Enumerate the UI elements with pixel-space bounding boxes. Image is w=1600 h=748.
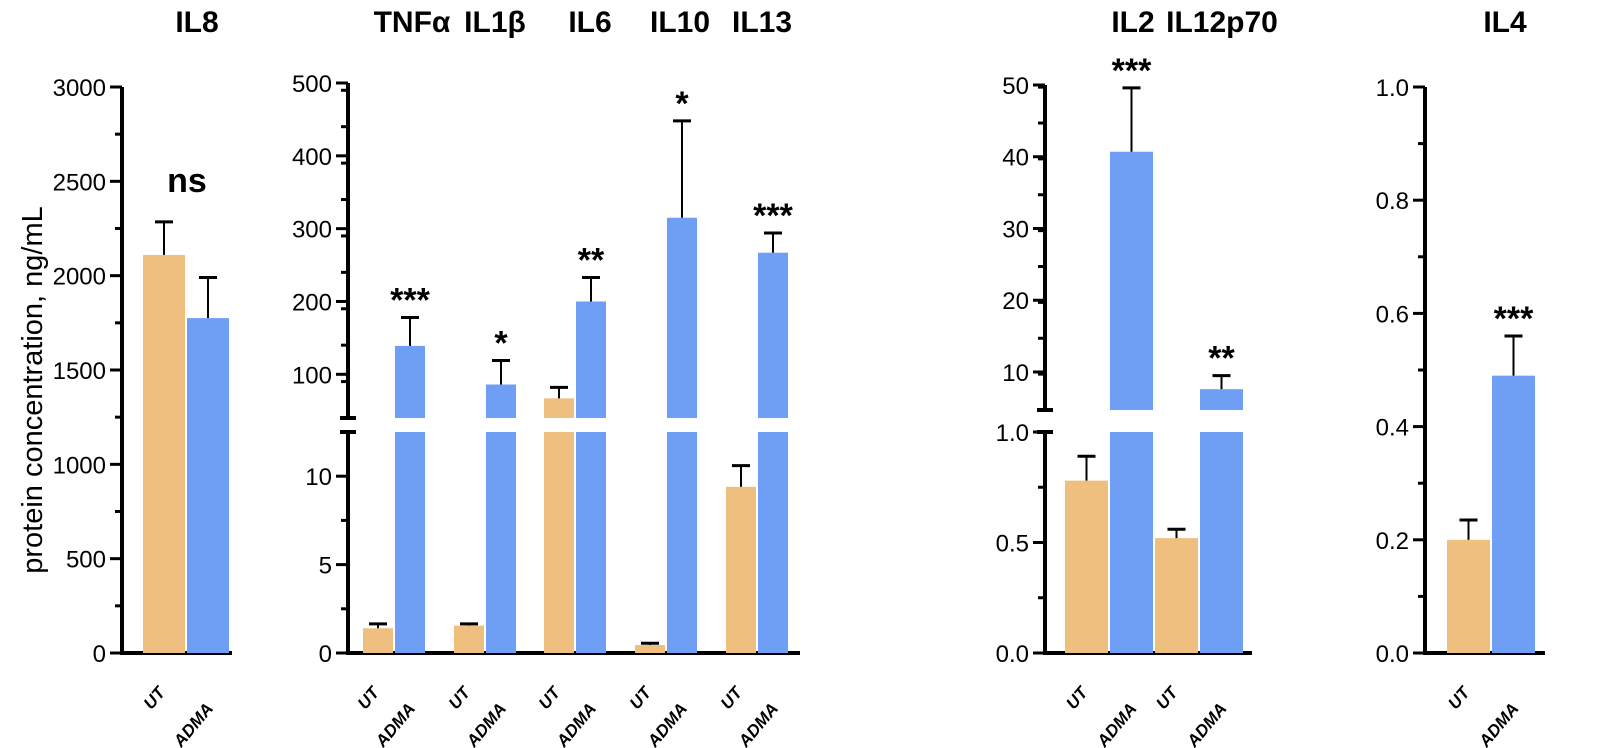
panel-title-IL2: IL2 <box>1111 6 1154 39</box>
y-tick-label: 20 <box>1002 288 1029 315</box>
bar-ut-lower <box>544 432 574 653</box>
y-tick-label: 400 <box>292 144 332 171</box>
y-tick-label: 0.4 <box>1376 415 1409 442</box>
x-category-label: UT <box>717 682 747 713</box>
significance-label: ** <box>1208 340 1235 378</box>
y-tick-label: 300 <box>292 217 332 244</box>
bar-ut <box>1065 480 1108 653</box>
bar-adma-upper <box>1110 151 1153 410</box>
significance-label: * <box>494 324 508 362</box>
x-category-label: ADMA <box>1475 699 1523 748</box>
y-tick-label: 0.5 <box>996 531 1029 558</box>
x-category-label: ADMA <box>643 699 691 748</box>
y-tick-label: 200 <box>292 289 332 316</box>
x-category-label: UT <box>354 682 384 713</box>
significance-label: *** <box>390 282 430 320</box>
significance-label: *** <box>1112 52 1152 90</box>
panel-title-IL13: IL13 <box>732 6 792 39</box>
y-tick-label: 2500 <box>53 169 106 196</box>
y-tick-label: 10 <box>1002 360 1029 387</box>
y-axis-label: protein concentration, ng/mL <box>17 206 49 574</box>
y-tick-label: 0.0 <box>1376 641 1409 668</box>
panel-title-IL4: IL4 <box>1483 6 1527 39</box>
significance-label: ** <box>578 241 605 279</box>
bar-adma-lower <box>576 432 606 653</box>
y-tick-label: 0 <box>319 641 332 668</box>
y-tick-label: 1.0 <box>996 420 1029 447</box>
y-tick-label: 0.2 <box>1376 528 1409 555</box>
y-tick-label: 5 <box>319 553 332 580</box>
bar-adma-upper <box>667 217 697 418</box>
bar-ut <box>454 625 484 653</box>
panel-title-IL10: IL10 <box>650 6 710 39</box>
x-category-label: UT <box>445 682 475 713</box>
y-tick-label: 0.6 <box>1376 301 1409 328</box>
bar-ut <box>1155 538 1198 653</box>
bar-adma-lower <box>395 432 425 653</box>
x-category-label: ADMA <box>169 699 217 748</box>
panel-title-TNFα: TNFα <box>374 6 451 39</box>
y-tick-label: 0.8 <box>1376 188 1409 215</box>
panel-title-IL1β: IL1β <box>464 6 526 39</box>
x-category-label: ADMA <box>734 699 782 748</box>
y-tick-label: 50 <box>1002 73 1029 100</box>
y-tick-label: 1000 <box>53 452 106 479</box>
y-tick-label: 1500 <box>53 358 106 385</box>
bar-adma-lower <box>1110 432 1153 653</box>
y-tick-label: 0.0 <box>996 641 1029 668</box>
bar-ut <box>363 628 393 653</box>
x-category-label: ADMA <box>1183 699 1231 748</box>
bar-ut <box>635 645 665 653</box>
y-tick-label: 500 <box>292 71 332 98</box>
x-category-label: UT <box>1152 682 1182 713</box>
bar-adma <box>187 318 229 653</box>
bar-ut <box>143 254 185 653</box>
x-category-label: UT <box>535 682 565 713</box>
x-category-label: ADMA <box>371 699 419 748</box>
bar-adma-upper <box>758 252 788 418</box>
panel-title-IL6: IL6 <box>568 6 611 39</box>
y-tick-label: 10 <box>305 464 332 491</box>
bar-adma-lower <box>758 432 788 653</box>
bar-adma-upper <box>576 301 606 418</box>
bar-ut <box>1447 539 1490 653</box>
y-tick-label: 500 <box>66 547 106 574</box>
x-category-label: ADMA <box>1093 699 1141 748</box>
x-category-label: UT <box>1444 682 1474 713</box>
bar-adma-lower <box>1200 432 1243 653</box>
y-tick-label: 100 <box>292 362 332 389</box>
bar-adma <box>1492 375 1535 653</box>
y-tick-label: 1.0 <box>1376 75 1409 102</box>
significance-label: *** <box>753 197 793 235</box>
significance-label: *** <box>1494 300 1534 338</box>
y-tick-label: 30 <box>1002 216 1029 243</box>
bar-adma-upper <box>1200 389 1243 410</box>
y-tick-label: 40 <box>1002 145 1029 172</box>
x-category-label: UT <box>1062 682 1092 713</box>
bar-adma-upper <box>486 384 516 418</box>
panel-title-IL12p70: IL12p70 <box>1166 6 1278 39</box>
x-category-label: UT <box>140 682 170 713</box>
bar-ut <box>726 486 756 653</box>
bar-adma-lower <box>667 432 697 653</box>
bar-adma-upper <box>395 345 425 418</box>
x-category-label: ADMA <box>462 699 510 748</box>
bar-adma-lower <box>486 432 516 653</box>
bar-ut-upper <box>544 398 574 418</box>
y-tick-label: 0 <box>93 641 106 668</box>
y-tick-label: 3000 <box>53 75 106 102</box>
panel-title-IL8: IL8 <box>175 6 218 39</box>
x-category-label: ADMA <box>552 699 600 748</box>
significance-label: ns <box>167 162 207 200</box>
y-tick-label: 2000 <box>53 264 106 291</box>
x-category-label: UT <box>626 682 656 713</box>
significance-label: * <box>675 85 689 123</box>
